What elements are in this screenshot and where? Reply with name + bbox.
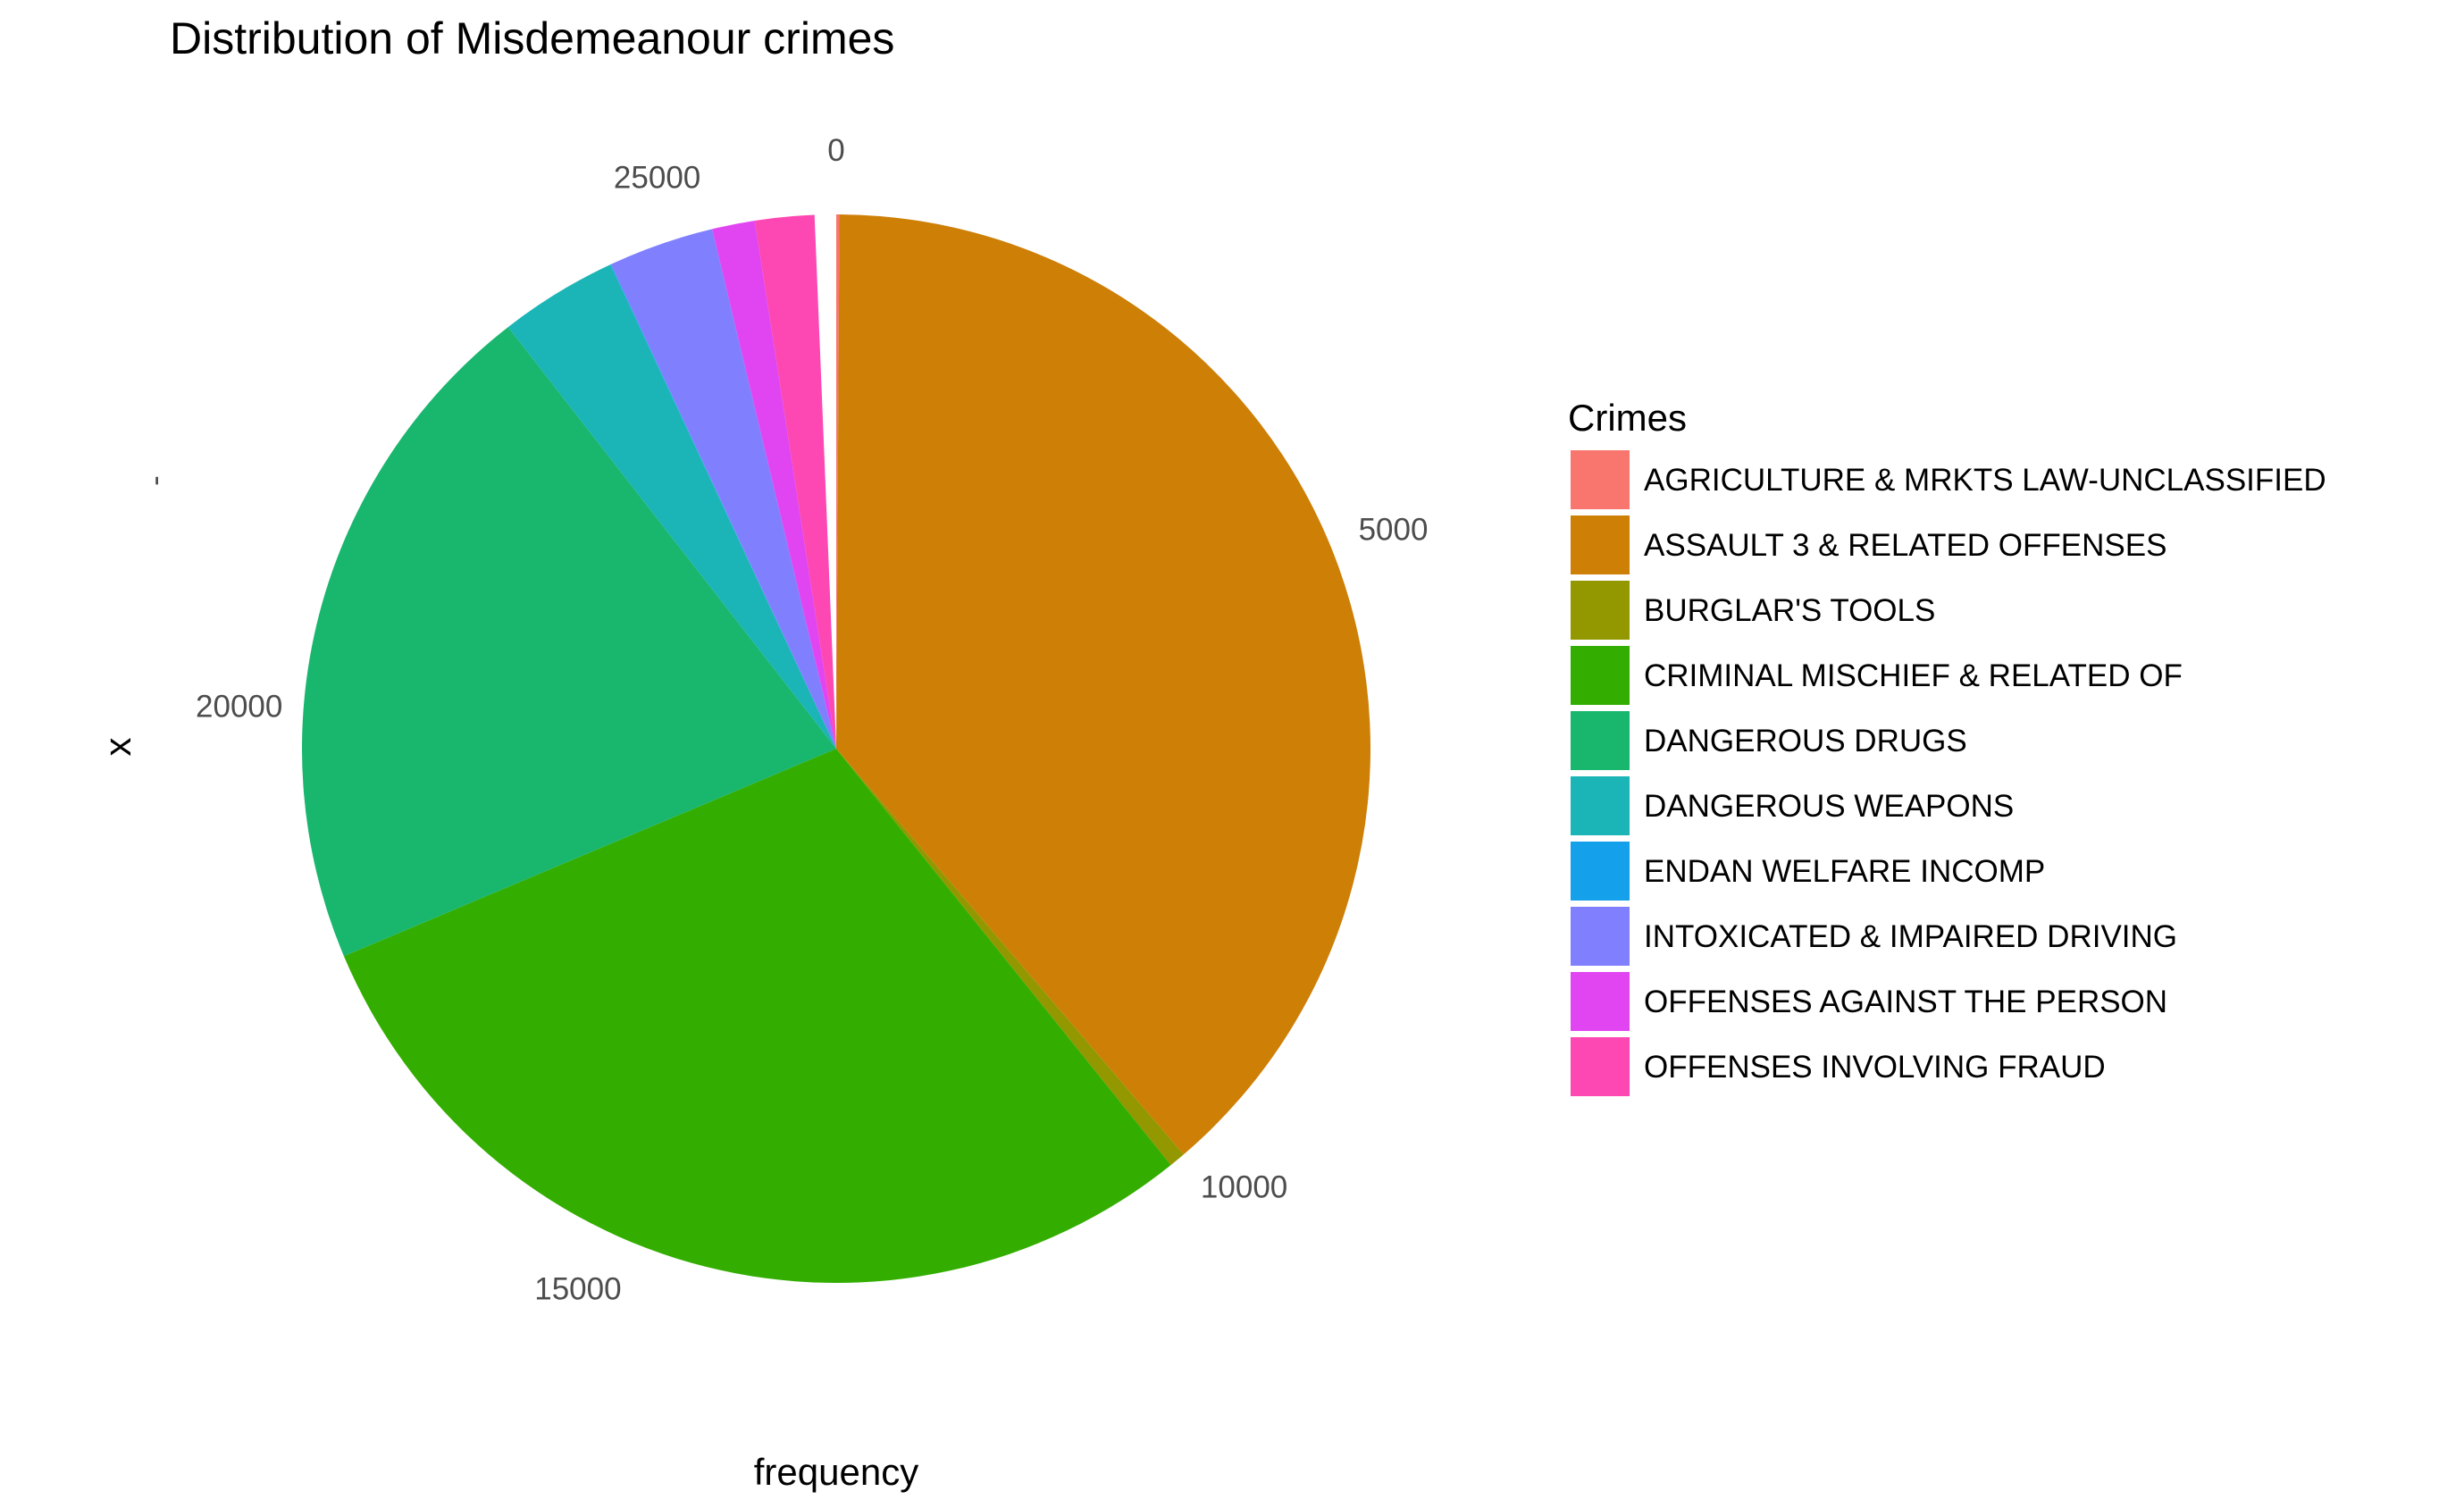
legend-key-7: [1571, 907, 1630, 966]
legend-label-3: CRIMINAL MISCHIEF & RELATED OF: [1644, 658, 2183, 693]
legend-label-6: ENDAN WELFARE INCOMP: [1644, 854, 2045, 889]
pie-slice-1: [836, 214, 1370, 1155]
x-axis-title: frequency: [754, 1451, 918, 1493]
legend-key-1: [1571, 515, 1630, 574]
angle-tick-label-3: 15000: [534, 1271, 621, 1306]
angle-tick-label-1: 5000: [1359, 513, 1429, 548]
y-axis-title: x: [96, 738, 138, 757]
pie-slice-9: [754, 214, 836, 750]
legend-label-5: DANGEROUS WEAPONS: [1644, 789, 2014, 824]
pie-slice-4: [301, 327, 836, 957]
legend-key-9: [1571, 1037, 1630, 1096]
legend-key-2: [1571, 581, 1630, 640]
pie-slice-0: [836, 214, 840, 749]
pie-slice-7: [610, 229, 836, 750]
legend-label-7: INTOXICATED & IMPAIRED DRIVING: [1644, 919, 2177, 954]
angle-tick-label-2: 10000: [1201, 1169, 1287, 1204]
pie-slice-6: [610, 264, 836, 749]
legend-title: Crimes: [1568, 397, 1687, 439]
pie-slice-8: [712, 220, 836, 750]
legend-label-4: DANGEROUS DRUGS: [1644, 724, 1967, 758]
legend-label-8: OFFENSES AGAINST THE PERSON: [1644, 985, 2167, 1019]
legend: AGRICULTURE & MRKTS LAW-UNCLASSIFIED ASSA…: [1571, 450, 2326, 1096]
legend-label-2: BURGLAR'S TOOLS: [1644, 593, 1935, 628]
legend-key-3: [1571, 646, 1630, 705]
legend-key-5: [1571, 776, 1630, 835]
pie-slice-5: [507, 264, 836, 749]
legend-label-1: ASSAULT 3 & RELATED OFFENSES: [1644, 528, 2166, 563]
legend-key-6: [1571, 842, 1630, 901]
angle-tick-labels: 0 5000 10000 15000 20000 25000: [196, 133, 1428, 1306]
legend-key-0: [1571, 450, 1630, 509]
legend-label-9: OFFENSES INVOLVING FRAUD: [1644, 1050, 2106, 1085]
pie-slices: [301, 214, 1370, 1283]
legend-key-8: [1571, 972, 1630, 1031]
angle-tick-label-4: 20000: [196, 689, 282, 724]
pie-slice-2: [836, 749, 1184, 1166]
chart-title: Distribution of Misdemeanour crimes: [170, 13, 894, 63]
angle-tick-label-5: 25000: [614, 161, 700, 196]
y-axis-tick-label: -: [138, 475, 172, 486]
legend-key-4: [1571, 711, 1630, 770]
legend-label-0: AGRICULTURE & MRKTS LAW-UNCLASSIFIED: [1644, 463, 2326, 498]
angle-tick-label-0: 0: [827, 133, 844, 168]
pie-slice-3: [343, 749, 1171, 1283]
